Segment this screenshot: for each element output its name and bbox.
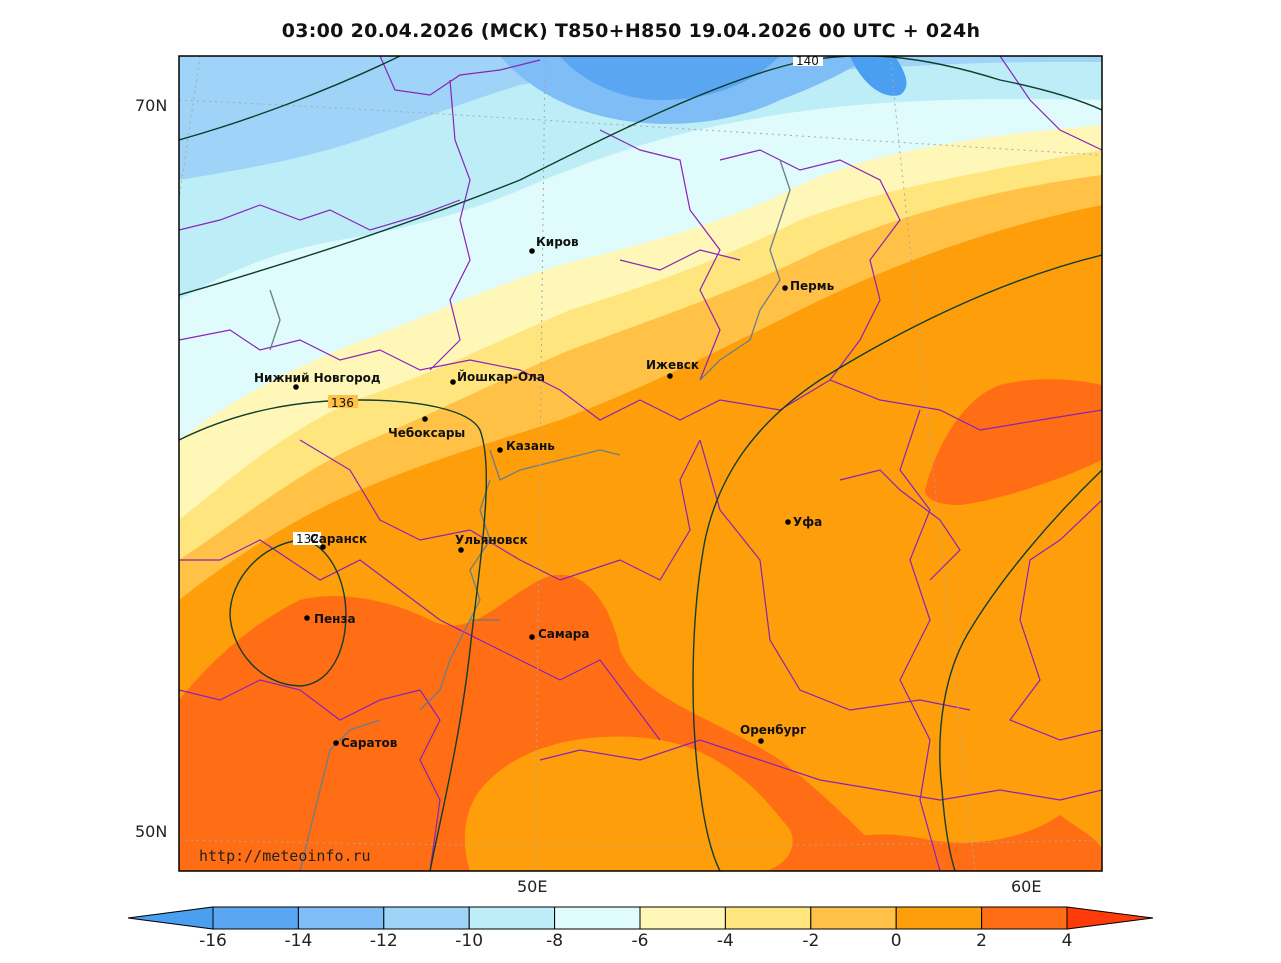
colorbar-segment [639,906,726,930]
temperature-field [179,56,1102,871]
watermark: http://meteoinfo.ru [199,847,371,865]
colorbar-tick-label: -4 [716,931,734,951]
contour-label-132: 132 [296,532,319,546]
city-dot [667,373,673,379]
height-contours [179,56,1102,871]
colorbar-segment [724,906,812,930]
contour-label-136: 136 [331,396,354,410]
colorbar-extend-high [1066,906,1154,930]
city-dot [782,285,788,291]
region-borders [179,56,1102,871]
colorbar-segment [981,906,1068,930]
city-dot [529,634,535,640]
city-dot [304,615,310,621]
colorbar-segment [212,906,299,930]
colorbar-segment [297,906,385,930]
city-dot [529,248,535,254]
colorbar-segment [895,906,983,930]
colorbar-tick-label: 4 [1061,931,1073,951]
city-dot [785,519,791,525]
city-label-kirov: Киров [536,235,579,249]
graticule [179,56,1102,871]
city-label-saratov: Саратов [341,736,398,750]
lat-label-70n: 70N [135,96,168,115]
city-label-ufa: Уфа [793,515,822,529]
city-dot [320,544,326,550]
city-label-yoshkar-ola: Йошкар-Ола [457,369,545,384]
city-dot [293,384,299,390]
lon-label-60e: 60E [1011,877,1042,896]
colorbar-tick-label: -10 [455,931,484,951]
city-label-samara: Самара [538,627,590,641]
colorbar-segment [554,906,641,930]
colorbar-tick-label: 0 [890,931,902,951]
colorbar-segment [810,906,897,930]
colorbar-tick-label: 2 [976,931,988,951]
map-frame [178,55,1103,872]
colorbar-tick-label: -14 [284,931,313,951]
colorbar-extend-low [127,906,214,930]
lon-label-50e: 50E [517,877,548,896]
contour-label-140: 140 [796,54,819,68]
colorbar [127,906,1154,930]
city-dot [758,738,764,744]
city-dot [333,740,339,746]
cities: Киров Пермь Нижний Новгород Йошкар-Ола И… [254,235,835,750]
city-dot [497,447,503,453]
colorbar-tick-label: -2 [802,931,820,951]
city-label-kazan: Казань [506,439,555,453]
colorbar-tick-label: -6 [631,931,649,951]
colorbar-tick-label: -8 [546,931,564,951]
lat-label-50n: 50N [135,822,168,841]
colorbar-tick-label: -12 [369,931,398,951]
city-label-penza: Пенза [314,612,356,626]
city-label-ulyanovsk: Ульяновск [455,533,528,547]
colorbar-segment [468,906,556,930]
map-title: 03:00 20.04.2026 (МСК) T850+H850 19.04.2… [281,20,981,42]
colorbar-segment [383,906,470,930]
city-dot [450,379,456,385]
rivers [269,159,791,871]
city-label-orenburg: Оренбург [740,723,806,737]
city-label-cheboksary: Чебоксары [388,426,465,440]
city-label-saransk: Саранск [310,532,367,546]
city-label-izhevsk: Ижевск [646,358,699,372]
city-label-nizhny-novgorod: Нижний Новгород [254,371,381,385]
city-dot [422,416,428,422]
city-label-perm: Пермь [790,279,835,293]
city-dot [458,547,464,553]
colorbar-tick-label: -16 [199,931,227,951]
